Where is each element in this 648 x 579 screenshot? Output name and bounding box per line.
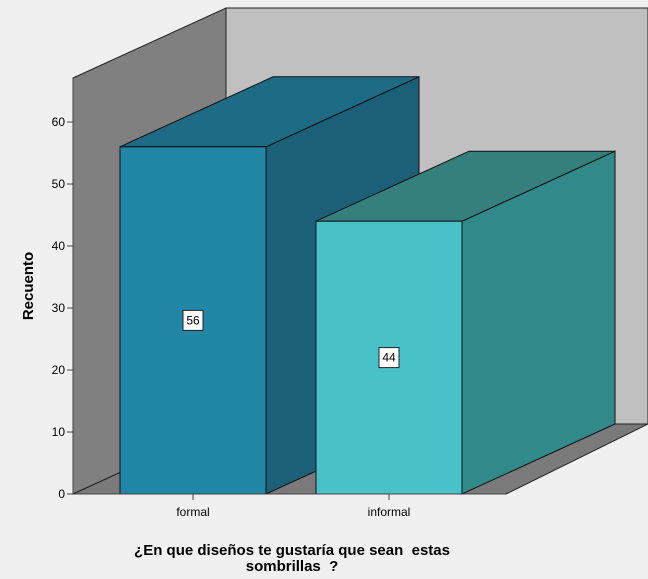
y-tick-label: 50 bbox=[52, 177, 66, 191]
data-label-box bbox=[182, 309, 204, 331]
x-tick-label: informal bbox=[368, 505, 411, 519]
data-label: 56 bbox=[186, 313, 200, 327]
bars: 56 44 bbox=[119, 76, 616, 495]
x-tick-label: formal bbox=[176, 505, 209, 519]
y-tick-label: 60 bbox=[52, 115, 66, 129]
y-tick-label: 40 bbox=[52, 239, 66, 253]
data-label: 44 bbox=[382, 351, 396, 365]
y-axis-title: Recuento bbox=[20, 252, 37, 320]
x-axis: formal informal bbox=[73, 493, 506, 519]
x-axis-title-line-2: sombrillas ? bbox=[246, 558, 339, 574]
y-tick-label: 10 bbox=[52, 425, 66, 439]
y-tick-label: 20 bbox=[52, 363, 66, 377]
y-tick-label: 30 bbox=[52, 301, 66, 315]
bar-informal: 44 bbox=[315, 150, 616, 495]
y-axis: 0 10 20 30 40 50 60 bbox=[52, 78, 74, 501]
x-axis-title-line-1: ¿En que diseños te gustaría que sean est… bbox=[134, 542, 450, 559]
data-label-box bbox=[378, 347, 400, 369]
y-tick-label: 0 bbox=[58, 487, 65, 501]
